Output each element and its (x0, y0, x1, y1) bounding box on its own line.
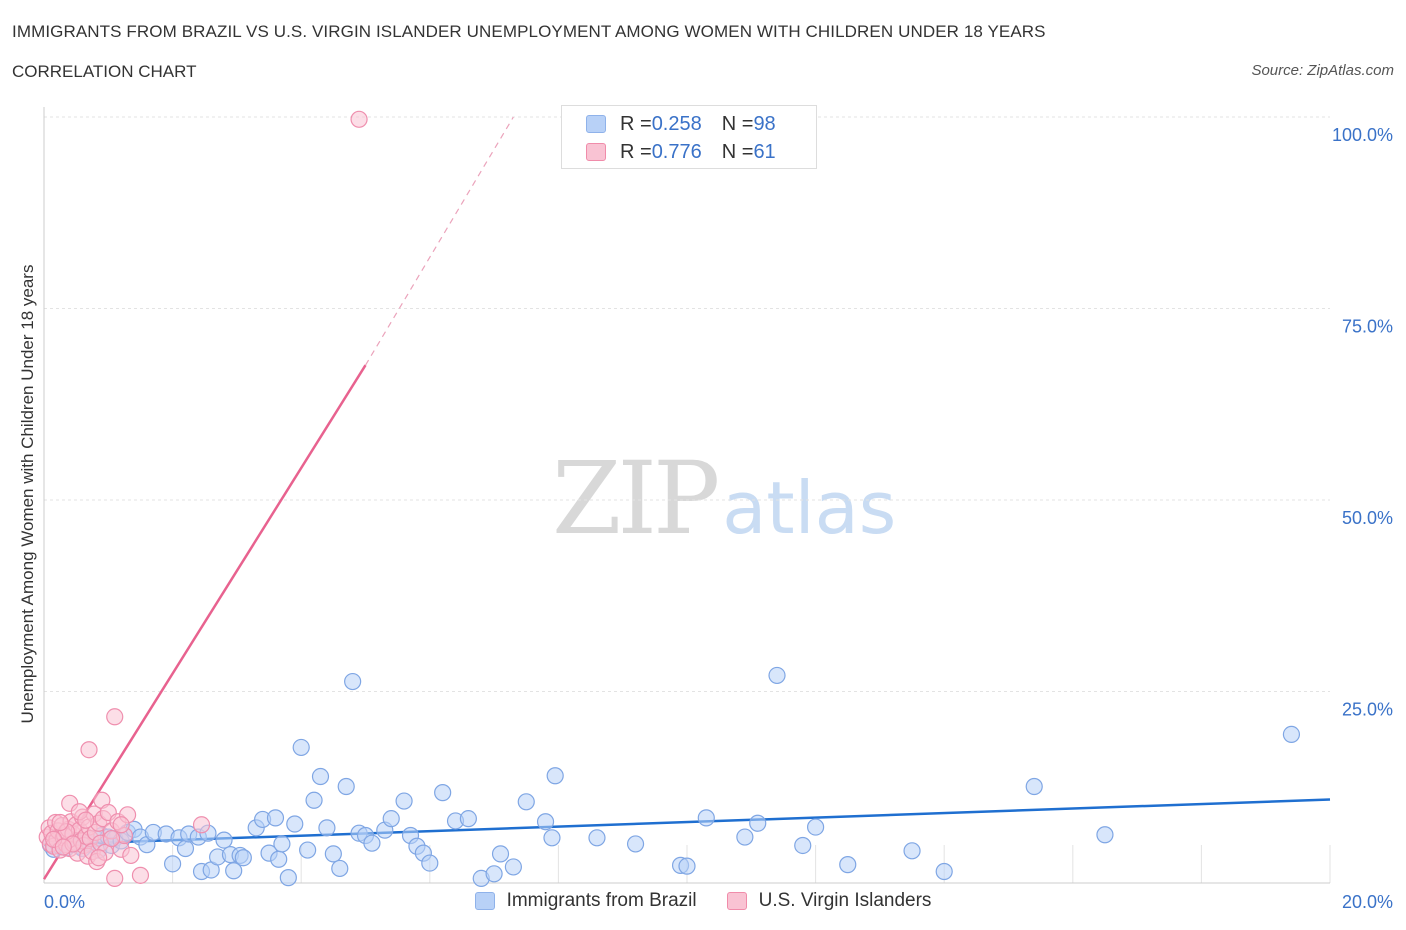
point-brazil (491, 845, 510, 863)
point-brazil (337, 777, 355, 796)
legend-r-label: R = (620, 112, 652, 135)
point-brazil (546, 767, 564, 785)
legend-item-virgin-islanders[interactable]: U.S. Virgin Islanders (726, 890, 932, 912)
legend-label-virgin-islanders: U.S. Virgin Islanders (758, 890, 932, 911)
x-tick-label: 20.0% (1342, 892, 1393, 912)
point-brazil (331, 859, 349, 878)
point-brazil (234, 849, 252, 867)
legend-label-brazil: Immigrants from Brazil (506, 890, 697, 911)
legend-swatch-pink (586, 143, 606, 161)
legend-r-value: 0.258 (651, 112, 702, 135)
point-brazil (697, 809, 715, 827)
point-brazil (363, 834, 381, 852)
point-brazil (286, 815, 304, 833)
point-brazil (344, 672, 362, 691)
point-brazil (324, 845, 342, 863)
series-legend: Immigrants from Brazil U.S. Virgin Islan… (0, 890, 1406, 912)
point-virgin-islanders (122, 846, 140, 865)
point-brazil (311, 767, 330, 786)
point-virgin-islanders (54, 838, 72, 856)
point-brazil (794, 836, 812, 855)
legend-swatch-blue (586, 115, 606, 133)
point-brazil (459, 810, 477, 828)
point-virgin-islanders (112, 816, 130, 834)
trend-lines (42, 116, 1331, 880)
point-brazil (434, 784, 452, 802)
point-brazil (736, 828, 754, 846)
legend-row-virgin-islanders: R = 0.776 N = 61 (586, 140, 776, 164)
point-brazil (266, 809, 285, 827)
x-tick-label: 0.0% (44, 892, 85, 912)
point-brazil (626, 835, 645, 853)
point-brazil (270, 850, 288, 868)
legend-n-value: 61 (753, 140, 776, 163)
legend-n-label: N = (721, 140, 754, 163)
watermark: ZIPatlas (552, 440, 896, 557)
point-brazil (768, 666, 786, 685)
point-brazil (225, 862, 243, 880)
legend-r-label: R = (620, 140, 652, 163)
point-brazil (382, 810, 400, 828)
watermark-zip: ZIP (552, 440, 720, 557)
point-brazil (903, 842, 921, 860)
source-credit: Source: ZipAtlas.com (1251, 62, 1394, 79)
point-brazil (517, 793, 535, 811)
trend-extension-virgin-islanders (364, 116, 514, 366)
point-brazil (806, 818, 825, 836)
trend-line-brazil (43, 798, 1331, 846)
tick-labels: 100.0% 75.0% 50.0% 25.0% 0.0% 20.0% (44, 125, 1393, 912)
y-tick-label: 50.0% (1342, 508, 1393, 528)
point-virgin-islanders (106, 708, 124, 726)
point-virgin-islanders (90, 849, 108, 867)
legend-swatch-pink (726, 892, 747, 910)
point-brazil (588, 829, 606, 847)
chart-subtitle: CORRELATION CHART (12, 62, 197, 81)
point-brazil (164, 855, 182, 873)
chart-title: IMMIGRANTS FROM BRAZIL VS U.S. VIRGIN IS… (12, 22, 1046, 41)
y-tick-label: 25.0% (1342, 700, 1393, 720)
point-virgin-islanders (51, 813, 69, 832)
point-virgin-islanders (80, 741, 98, 759)
legend-r-value: 0.776 (651, 140, 702, 163)
point-brazil (318, 819, 336, 837)
point-brazil (485, 865, 503, 883)
point-brazil (215, 831, 233, 849)
point-brazil (536, 813, 555, 831)
point-brazil (935, 862, 953, 881)
point-brazil (504, 858, 522, 876)
point-brazil (299, 841, 317, 859)
point-virgin-islanders (77, 811, 95, 829)
point-brazil (678, 857, 696, 875)
point-brazil (749, 814, 767, 832)
point-brazil (273, 835, 291, 853)
point-brazil (421, 854, 439, 872)
legend-swatch-blue (474, 892, 495, 910)
legend-n-value: 98 (753, 112, 776, 135)
point-brazil (1096, 826, 1114, 844)
point-brazil (395, 792, 413, 810)
axes (43, 107, 1330, 884)
grid (44, 116, 1331, 883)
point-brazil (1282, 725, 1301, 743)
data-points (38, 110, 1301, 888)
point-brazil (176, 839, 195, 858)
y-tick-label: 100.0% (1332, 125, 1393, 145)
point-brazil (839, 856, 857, 874)
point-brazil (279, 869, 297, 887)
point-virgin-islanders (106, 869, 124, 888)
y-tick-label: 75.0% (1342, 317, 1393, 337)
legend-item-brazil[interactable]: Immigrants from Brazil (474, 890, 697, 912)
stats-legend: R = 0.258 N = 98 R = 0.776 N = 61 (561, 105, 817, 169)
point-brazil (292, 738, 310, 757)
point-virgin-islanders (131, 866, 150, 884)
point-brazil (1025, 777, 1043, 796)
point-virgin-islanders (350, 110, 368, 128)
point-brazil (543, 829, 561, 847)
legend-row-brazil: R = 0.258 N = 98 (586, 112, 776, 136)
watermark-atlas: atlas (722, 466, 897, 550)
point-virgin-islanders (192, 816, 211, 834)
point-virgin-islanders (102, 829, 121, 848)
legend-n-label: N = (721, 112, 754, 135)
point-brazil (305, 791, 323, 809)
